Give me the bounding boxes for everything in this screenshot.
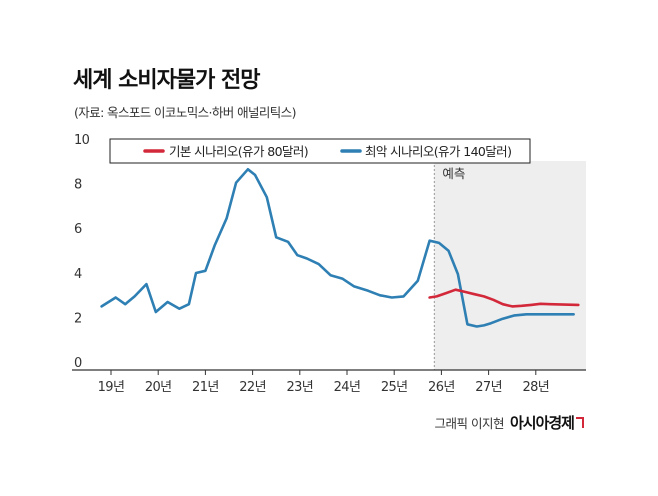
x-tick-label: 27년	[475, 380, 502, 395]
legend-box	[109, 138, 531, 164]
y-tick-label: 6	[74, 222, 82, 237]
chart-title: 세계 소비자물가 전망	[73, 68, 260, 93]
forecast-shade	[434, 161, 586, 370]
x-tick-label: 23년	[286, 380, 313, 395]
x-tick-label: 22년	[239, 380, 266, 395]
forecast-region: 예측	[433, 161, 586, 370]
x-tick-label: 28년	[522, 380, 549, 395]
brand-mark-icon	[576, 417, 584, 428]
x-tick-label: 20년	[145, 380, 172, 395]
y-tick-label: 4	[74, 267, 82, 282]
series-line-1	[428, 288, 580, 308]
y-tick-label: 2	[74, 311, 82, 326]
brand-logo: 아시아경제	[509, 414, 575, 432]
credit-text: 그래픽 이지현	[434, 416, 505, 431]
axes: 0 2 4 6 8 10 19년 20년 21년 22년 23년 24년 25년 26년 27년 28년	[72, 133, 586, 395]
x-tick-label: 21년	[192, 380, 219, 395]
graphic-credit: 그래픽 이지현 아시아경제	[434, 412, 584, 433]
forecast-label: 예측	[442, 166, 465, 181]
series-lines	[100, 168, 580, 328]
x-tick-label: 25년	[381, 380, 408, 395]
series-line-2	[100, 168, 575, 328]
y-tick-label: 10	[74, 133, 90, 148]
legend-label: 기본 시나리오(유가 80달러)	[169, 144, 308, 159]
y-tick-label: 0	[74, 356, 82, 371]
x-tick-label: 19년	[98, 380, 125, 395]
chart-subtitle: (자료: 옥스포드 이코노믹스·하버 애널리틱스)	[74, 105, 296, 120]
x-tick-label: 24년	[334, 380, 361, 395]
legend: 기본 시나리오(유가 80달러) 최악 시나리오(유가 140달러)	[109, 138, 531, 164]
y-tick-label: 8	[74, 178, 82, 193]
legend-label: 최악 시나리오(유가 140달러)	[365, 144, 511, 159]
x-tick-label: 26년	[428, 380, 455, 395]
